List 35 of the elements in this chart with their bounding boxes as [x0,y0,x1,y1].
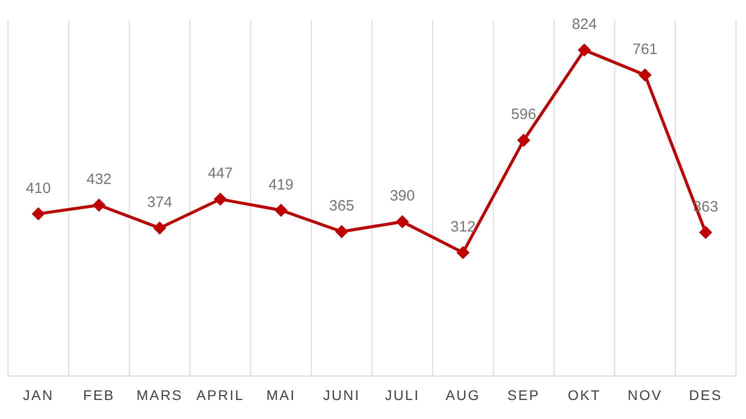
x-tick-label: SEP [507,386,540,403]
x-tick-label: OKT [568,386,601,403]
data-label: 374 [147,194,172,212]
point [578,43,591,57]
x-tick-label: FEB [83,386,115,403]
point [699,226,712,239]
data-label: 447 [208,165,233,182]
point [396,215,409,228]
point [32,207,45,220]
x-tick-label: APRIL [196,386,244,403]
data-label: 365 [329,198,354,215]
x-tick-label: AUG [446,386,480,403]
data-label: 410 [26,180,51,197]
point [456,246,470,260]
data-label: 419 [268,176,294,194]
point [274,204,288,217]
data-label: 824 [572,16,597,34]
point [638,68,652,82]
point [153,221,166,235]
x-tick-label: DES [689,386,722,403]
data-label: 312 [450,218,476,236]
point [92,198,106,212]
x-tick-label: JULI [384,386,420,403]
data-label: 432 [86,171,112,188]
x-tick-label: MAI [266,386,296,403]
data-label: 390 [390,188,415,205]
x-tick-label: JUNI [323,386,360,403]
x-tick-label: MARS [136,386,183,403]
point [214,192,227,206]
point [335,225,348,238]
x-tick-label: JAN [22,386,54,403]
point [517,134,530,147]
x-tick-label: NOV [628,386,662,403]
data-label: 596 [511,106,536,124]
data-label: 761 [632,40,658,58]
